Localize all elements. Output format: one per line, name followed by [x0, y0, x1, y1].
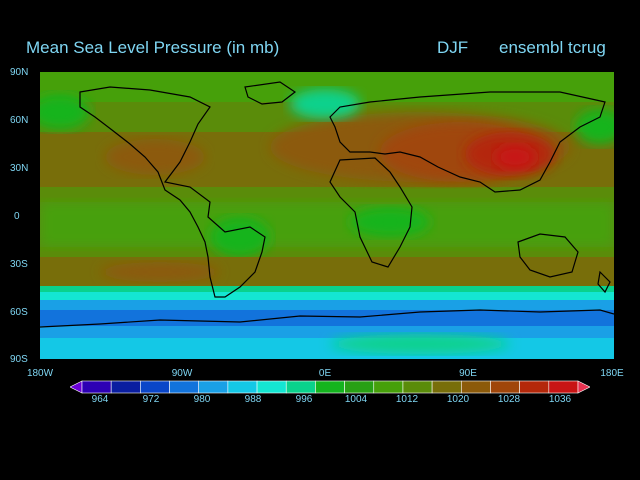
ensemble-label: ensembl tcrug	[499, 38, 606, 57]
lat-tick-label: 90N	[10, 67, 29, 78]
lat-tick-label: 0	[14, 211, 20, 222]
colorbar-cell	[140, 380, 170, 394]
colorbar-cell	[169, 380, 200, 394]
colorbar	[70, 380, 590, 394]
lon-tick-label: 90E	[459, 368, 477, 379]
lon-tick-label: 180E	[600, 368, 624, 379]
colorbar-cell	[460, 380, 491, 394]
colorbar-cell	[198, 380, 229, 394]
colorbar-cell	[490, 380, 520, 394]
lat-tick-label: 60N	[10, 115, 29, 126]
lon-tick-label: 180W	[26, 368, 54, 379]
colorbar-cell	[227, 380, 258, 394]
colorbar-cells	[70, 380, 590, 394]
colorbar-arrow-low	[70, 380, 83, 394]
colorbar-label: 1028	[497, 394, 521, 405]
lat-tick-label: 30S	[10, 259, 28, 270]
colorbar-label: 1012	[395, 394, 419, 405]
colorbar-label: 1004	[344, 394, 368, 405]
colorbar-cell	[519, 380, 550, 394]
colorbar-label: 1020	[446, 394, 470, 405]
colorbar-cell	[81, 380, 112, 394]
coastlines	[40, 81, 614, 328]
colorbar-label: 988	[244, 394, 262, 405]
colorbar-label: 1036	[548, 394, 572, 405]
lat-tick-label: 60S	[10, 307, 28, 318]
colorbar-label: 972	[142, 394, 160, 405]
colorbar-cell	[431, 380, 462, 394]
pressure-field	[40, 72, 614, 359]
pressure-map	[40, 72, 614, 359]
colorbar-cell	[373, 380, 404, 394]
colorbar-cell	[285, 380, 316, 394]
colorbar-cell	[548, 380, 579, 394]
colorbar-label: 996	[295, 394, 313, 405]
colorbar-cell	[344, 380, 375, 394]
lat-tick-label: 30N	[10, 163, 29, 174]
season-label: DJF	[437, 38, 469, 57]
lat-tick-label: 90S	[10, 354, 28, 365]
colorbar-label: 980	[193, 394, 211, 405]
lon-tick-label: 0E	[318, 368, 332, 379]
colorbar-cell	[256, 380, 287, 394]
colorbar-cell	[110, 380, 141, 394]
colorbar-label: 964	[91, 394, 109, 405]
lon-tick-label: 90W	[171, 368, 193, 379]
colorbar-arrow-high	[577, 380, 590, 394]
colorbar-cell	[402, 380, 433, 394]
map-title: Mean Sea Level Pressure (in mb)	[26, 38, 280, 57]
colorbar-cell	[315, 380, 345, 394]
